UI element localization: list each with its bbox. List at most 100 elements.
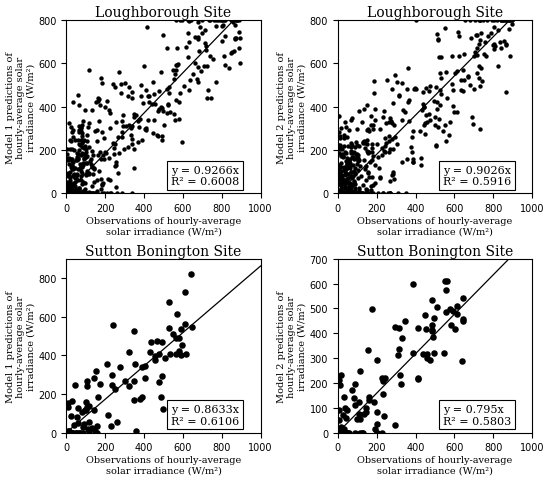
Point <box>73 171 81 179</box>
Point <box>348 154 357 161</box>
Point <box>453 311 461 319</box>
Point <box>399 108 408 115</box>
Point <box>63 190 72 198</box>
Title: Sutton Bonington Site: Sutton Bonington Site <box>85 244 241 258</box>
Point <box>81 190 90 198</box>
Point <box>62 190 71 198</box>
Point <box>94 151 102 159</box>
Point <box>124 144 133 151</box>
Point <box>118 112 127 120</box>
Point <box>71 136 80 144</box>
Point <box>498 17 507 24</box>
Point <box>353 151 361 158</box>
Point <box>118 129 127 136</box>
Point <box>362 190 371 198</box>
Point <box>390 121 399 129</box>
Point <box>507 17 516 24</box>
Point <box>482 53 491 60</box>
Point <box>340 171 349 179</box>
Point <box>343 429 351 436</box>
Point <box>76 177 85 185</box>
Point <box>340 177 349 185</box>
Point <box>350 144 359 151</box>
Point <box>337 125 346 133</box>
Point <box>196 68 205 76</box>
Point <box>111 119 120 126</box>
Point <box>339 167 348 174</box>
Point <box>73 190 81 198</box>
Point <box>63 151 72 158</box>
Point <box>344 190 353 198</box>
Point <box>335 190 344 198</box>
Point <box>426 84 434 91</box>
Point <box>477 64 486 72</box>
Point <box>68 156 77 163</box>
Point <box>422 120 431 127</box>
Point <box>64 190 73 198</box>
Point <box>336 190 345 198</box>
Point <box>140 126 149 133</box>
Point <box>448 87 457 95</box>
Point <box>337 190 345 198</box>
Point <box>161 354 169 362</box>
Point <box>67 164 75 172</box>
Point <box>169 67 178 74</box>
Point <box>68 172 77 180</box>
Point <box>352 139 361 147</box>
Point <box>154 88 163 96</box>
Point <box>344 180 353 187</box>
Title: Loughborough Site: Loughborough Site <box>367 6 503 20</box>
Point <box>155 350 163 358</box>
Point <box>337 180 345 188</box>
Point <box>76 137 85 145</box>
Point <box>334 173 343 180</box>
Point <box>397 80 406 88</box>
Point <box>351 190 360 198</box>
Point <box>112 184 121 192</box>
Point <box>354 399 363 407</box>
Point <box>95 96 103 104</box>
Point <box>454 29 463 37</box>
Point <box>227 17 235 24</box>
Point <box>67 429 75 436</box>
Point <box>128 123 136 131</box>
Point <box>348 188 356 195</box>
Point <box>363 141 372 149</box>
Point <box>390 323 399 331</box>
Point <box>141 362 150 370</box>
Point <box>221 34 229 41</box>
Point <box>194 64 202 72</box>
Point <box>419 350 428 358</box>
Point <box>63 190 72 198</box>
Point <box>68 429 76 436</box>
Point <box>338 174 346 182</box>
Point <box>157 104 166 112</box>
Point <box>69 166 78 174</box>
Point <box>73 155 82 163</box>
Point <box>67 164 76 172</box>
Point <box>152 132 161 140</box>
Point <box>208 56 217 64</box>
Point <box>69 190 78 198</box>
Point <box>352 151 361 158</box>
Point <box>160 122 168 130</box>
Point <box>87 156 96 163</box>
Point <box>334 168 343 175</box>
Point <box>63 190 72 198</box>
Point <box>336 381 345 389</box>
Point <box>460 51 469 59</box>
Point <box>336 145 344 153</box>
Point <box>353 416 361 423</box>
Point <box>63 190 72 198</box>
Point <box>112 418 121 426</box>
Point <box>65 428 74 435</box>
Point <box>360 106 368 114</box>
Point <box>459 318 468 325</box>
Point <box>343 185 351 193</box>
Point <box>408 149 417 157</box>
Point <box>206 17 214 24</box>
Point <box>424 111 433 119</box>
Text: y = 0.795x
R² = 0.5803: y = 0.795x R² = 0.5803 <box>443 404 511 426</box>
Point <box>343 406 352 414</box>
Point <box>426 117 434 125</box>
